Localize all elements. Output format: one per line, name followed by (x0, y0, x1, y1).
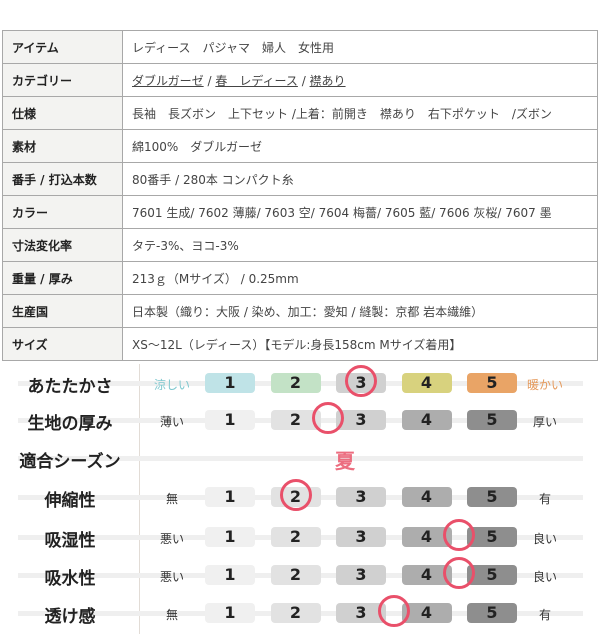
rating-row: 生地の厚み 薄い 厚い 1 2 3 4 5 (0, 402, 600, 435)
scale-box-5: 5 (467, 527, 517, 547)
scale-box-4: 4 (401, 603, 452, 623)
rating-label: 透け感 (44, 607, 96, 627)
rating-label: あたたかさ (27, 377, 113, 397)
scale-box-3: 3 (336, 527, 386, 547)
rating-marker (279, 479, 312, 511)
spec-key: カテゴリー (2, 63, 123, 97)
spec-value: 日本製（織り：大阪 / 染め、加工：愛知 / 縫製：京都 岩本繊維） (122, 294, 598, 328)
rating-marker (443, 519, 476, 551)
category-link[interactable]: 春 レディース (215, 73, 298, 88)
spec-value: レディース パジャマ 婦人 女性用 (122, 30, 598, 64)
spec-row: 寸法変化率 タテ-3%、ヨコ-3% (2, 228, 598, 262)
spec-value: 7601 生成/ 7602 薄藤/ 7603 空/ 7604 梅薔/ 7605 … (122, 195, 598, 229)
rating-marker (443, 557, 476, 589)
high-label: 有 (538, 608, 551, 622)
scale-box-5: 5 (467, 603, 517, 623)
scale-box-1: 1 (205, 487, 255, 507)
scale-box-4: 4 (401, 527, 452, 547)
spec-table: アイテム レディース パジャマ 婦人 女性用 カテゴリー ダブルガーゼ / 春 レディ… (2, 30, 598, 361)
spec-key: 寸法変化率 (2, 228, 123, 262)
scale-box-3: 3 (336, 410, 386, 430)
high-label: 暖かい (526, 378, 563, 392)
scale-box-4: 4 (401, 565, 452, 585)
spec-key: アイテム (2, 30, 123, 64)
low-label: 悪い (159, 570, 184, 584)
scale-box-5: 5 (467, 487, 517, 507)
spec-key: 重量 / 厚み (2, 261, 123, 295)
scale-box-2: 2 (270, 565, 321, 585)
scale-box-3: 3 (336, 565, 386, 585)
high-label: 良い (532, 532, 557, 546)
rating-marker (377, 595, 410, 627)
rating-label: 生地の厚み (27, 414, 113, 434)
low-label: 涼しい (153, 378, 190, 392)
spec-value: 80番手 / 280本 コンパクト糸 (122, 162, 598, 196)
category-link[interactable]: 襟あり (309, 73, 346, 88)
separator: / (297, 73, 310, 88)
category-link[interactable]: ダブルガーゼ (132, 73, 204, 88)
spec-row: カラー 7601 生成/ 7602 薄藤/ 7603 空/ 7604 梅薔/ 76… (2, 195, 598, 229)
scale-box-1: 1 (205, 373, 255, 393)
rating-marker (345, 365, 377, 397)
rating-label: 適合シーズン (19, 452, 121, 472)
season-value: 夏 (335, 449, 355, 473)
rating-chart: あたたかさ 涼しい 暖かい 1 2 3 4 5 生地の厚み 薄い 厚い 1 2 3 4 5 適合シーズン夏伸縮性… (0, 360, 600, 636)
rating-marker (312, 402, 345, 434)
rating-label: 伸縮性 (44, 491, 96, 511)
high-label: 有 (538, 492, 551, 506)
scale-box-2: 2 (270, 603, 321, 623)
rating-row: 吸湿性 悪い 良い 1 2 3 4 5 (0, 519, 600, 552)
spec-row: 素材 綿100% ダブルガーゼ (2, 129, 598, 163)
low-label: 薄い (159, 415, 184, 429)
scale-box-4: 4 (401, 410, 452, 430)
spec-key: サイズ (2, 327, 123, 361)
rating-label: 吸湿性 (44, 531, 96, 551)
track (18, 456, 583, 461)
spec-value: 213ｇ（Mサイズ） / 0.25mm (122, 261, 598, 295)
high-label: 良い (532, 570, 557, 584)
high-label: 厚い (532, 415, 557, 429)
scale-box-4: 4 (401, 373, 452, 393)
spec-row: サイズ XS～12L（レディース）【モデル:身長158cm Mサイズ着用】 (2, 327, 598, 361)
rating-row: 適合シーズン 夏 (0, 443, 600, 473)
separator: / (203, 73, 216, 88)
spec-row: 番手 / 打込本数 80番手 / 280本 コンパクト糸 (2, 162, 598, 196)
spec-row: 重量 / 厚み 213ｇ（Mサイズ） / 0.25mm (2, 261, 598, 295)
scale-box-1: 1 (205, 410, 255, 430)
rating-label: 吸水性 (44, 569, 96, 589)
scale-box-2: 2 (270, 373, 321, 393)
spec-value: 綿100% ダブルガーゼ (122, 129, 598, 163)
rating-row: 吸水性 悪い 良い 1 2 3 4 5 (0, 557, 600, 590)
low-label: 無 (165, 608, 178, 622)
scale-box-5: 5 (467, 410, 517, 430)
spec-value: 長袖 長ズボン 上下セット /上着：前開き 襟あり 右下ポケット /ズボン (122, 96, 598, 130)
scale-box-4: 4 (401, 487, 452, 507)
scale-box-5: 5 (467, 373, 517, 393)
spec-key: 生産国 (2, 294, 123, 328)
scale-box-3: 3 (336, 487, 386, 507)
spec-key: カラー (2, 195, 123, 229)
spec-value: XS～12L（レディース）【モデル:身長158cm Mサイズ着用】 (122, 327, 598, 361)
scale-box-3: 3 (336, 603, 386, 623)
rating-row: あたたかさ 涼しい 暖かい 1 2 3 4 5 (0, 365, 600, 398)
spec-row: アイテム レディース パジャマ 婦人 女性用 (2, 30, 598, 64)
spec-key: 番手 / 打込本数 (2, 162, 123, 196)
spec-row: カテゴリー ダブルガーゼ / 春 レディース / 襟あり (2, 63, 598, 97)
rating-row: 伸縮性無有 1 2 3 4 5 (0, 479, 600, 512)
scale-box-2: 2 (270, 410, 321, 430)
scale-box-2: 2 (270, 527, 321, 547)
rating-row: 透け感 無 有 1 2 3 4 5 (0, 595, 600, 628)
scale-box-1: 1 (205, 565, 255, 585)
spec-value: タテ-3%、ヨコ-3% (122, 228, 598, 262)
low-label: 悪い (159, 532, 184, 546)
spec-key: 素材 (2, 129, 123, 163)
scale-box-1: 1 (205, 603, 255, 623)
scale-box-1: 1 (205, 527, 255, 547)
spec-value: ダブルガーゼ / 春 レディース / 襟あり (122, 63, 598, 97)
low-label: 無 (165, 492, 178, 506)
spec-row: 仕様 長袖 長ズボン 上下セット /上着：前開き 襟あり 右下ポケット /ズボン (2, 96, 598, 130)
spec-row: 生産国 日本製（織り：大阪 / 染め、加工：愛知 / 縫製：京都 岩本繊維） (2, 294, 598, 328)
spec-key: 仕様 (2, 96, 123, 130)
scale-box-5: 5 (467, 565, 517, 585)
